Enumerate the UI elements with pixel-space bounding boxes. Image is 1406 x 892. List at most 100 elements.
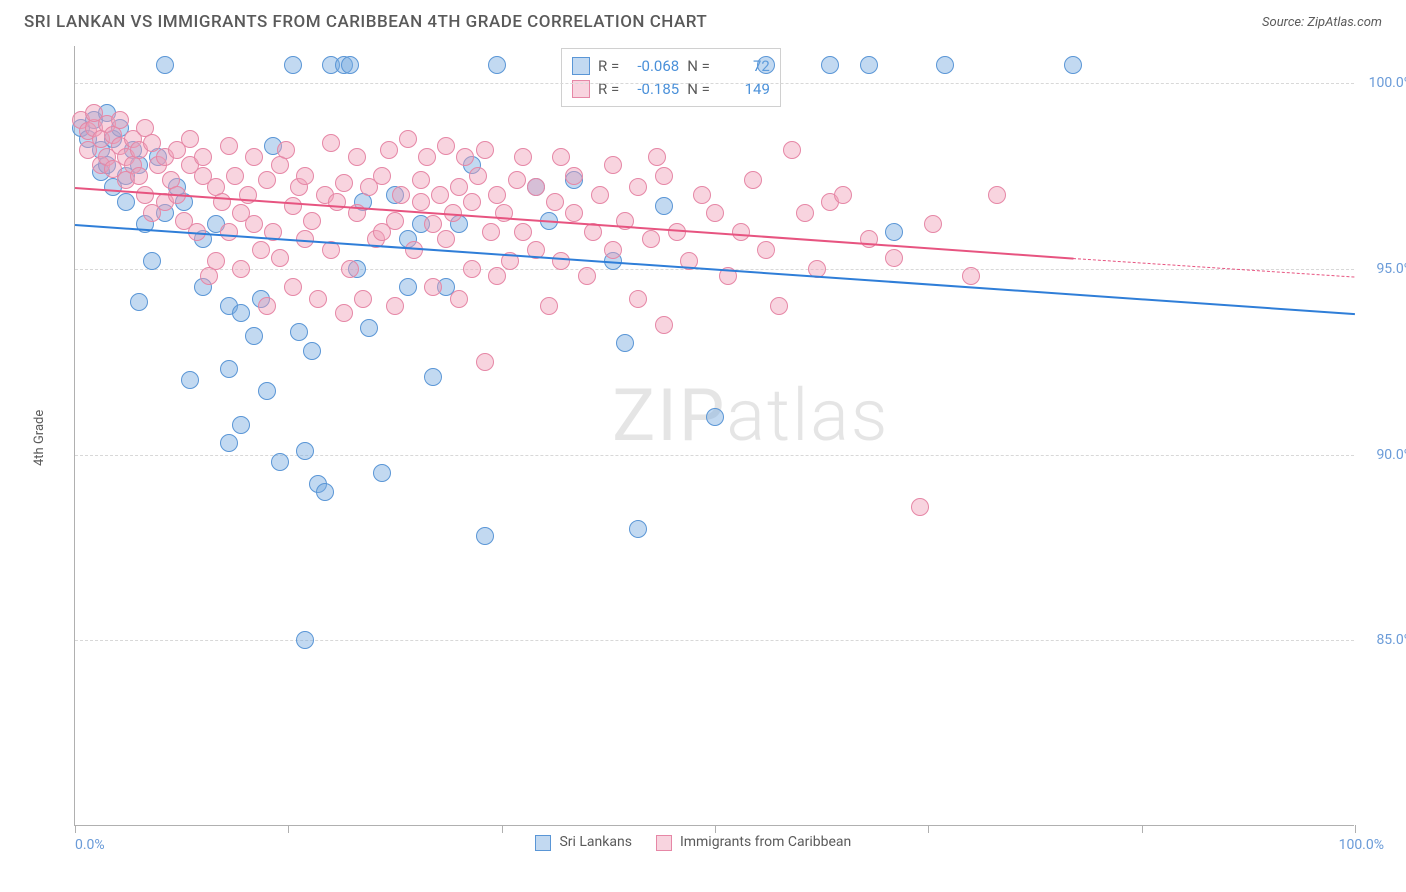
scatter-point (341, 260, 359, 278)
scatter-point (271, 453, 289, 471)
scatter-point (232, 304, 250, 322)
scatter-point (258, 297, 276, 315)
gridline (75, 640, 1354, 641)
source-label: Source: ZipAtlas.com (1262, 15, 1382, 30)
scatter-point (514, 148, 532, 166)
scatter-point (399, 278, 417, 296)
scatter-point (783, 141, 801, 159)
scatter-point (476, 353, 494, 371)
x-tick (1142, 825, 1143, 833)
scatter-point (450, 178, 468, 196)
scatter-point (258, 382, 276, 400)
scatter-point (962, 267, 980, 285)
scatter-point (648, 148, 666, 166)
scatter-point (424, 368, 442, 386)
stats-row: R = -0.185 N = 149 (572, 78, 770, 101)
scatter-point (757, 56, 775, 74)
scatter-point (386, 297, 404, 315)
scatter-point (885, 249, 903, 267)
scatter-point (284, 56, 302, 74)
scatter-point (437, 137, 455, 155)
scatter-point (136, 186, 154, 204)
scatter-point (527, 178, 545, 196)
scatter-point (380, 141, 398, 159)
scatter-point (220, 223, 238, 241)
scatter-point (418, 148, 436, 166)
scatter-point (424, 278, 442, 296)
scatter-point (328, 193, 346, 211)
stats-row: R =-0.068N =72 (572, 55, 770, 78)
scatter-point (655, 197, 673, 215)
scatter-point (796, 204, 814, 222)
scatter-point (514, 223, 532, 241)
scatter-point (181, 371, 199, 389)
scatter-point (629, 290, 647, 308)
scatter-point (629, 520, 647, 538)
scatter-point (309, 290, 327, 308)
legend-label: Immigrants from Caribbean (680, 832, 851, 853)
scatter-point (213, 193, 231, 211)
scatter-point (194, 148, 212, 166)
scatter-point (565, 167, 583, 185)
x-tick (288, 825, 289, 833)
y-tick-label: 95.0% (1376, 261, 1406, 277)
scatter-point (469, 167, 487, 185)
scatter-point (757, 241, 775, 259)
scatter-point (476, 527, 494, 545)
stats-r-label: R = (598, 78, 619, 101)
scatter-point (245, 215, 263, 233)
scatter-point (616, 334, 634, 352)
legend-item: Immigrants from Caribbean (656, 832, 851, 853)
scatter-point (143, 252, 161, 270)
scatter-point (303, 212, 321, 230)
scatter-point (335, 174, 353, 192)
stats-r-value: -0.185 (627, 78, 679, 101)
y-tick-label: 90.0% (1376, 447, 1406, 463)
x-tick (75, 825, 76, 833)
scatter-point (181, 130, 199, 148)
scatter-point (284, 197, 302, 215)
scatter-point (1064, 56, 1082, 74)
scatter-point (431, 186, 449, 204)
plot-area: ZIPatlas R =-0.068N =72R =-0.185N =149 S… (74, 46, 1354, 826)
scatter-point (546, 193, 564, 211)
scatter-point (130, 293, 148, 311)
legend-swatch (572, 57, 590, 75)
x-tick (928, 825, 929, 833)
y-tick-label: 100.0% (1369, 75, 1406, 91)
x-axis-min-label: 0.0% (75, 837, 105, 853)
scatter-point (488, 267, 506, 285)
scatter-point (296, 167, 314, 185)
scatter-point (642, 230, 660, 248)
scatter-point (604, 241, 622, 259)
scatter-point (335, 304, 353, 322)
scatter-point (508, 171, 526, 189)
scatter-point (303, 342, 321, 360)
scatter-point (245, 327, 263, 345)
scatter-point (924, 215, 942, 233)
legend-swatch (535, 835, 551, 851)
scatter-point (232, 416, 250, 434)
scatter-point (143, 134, 161, 152)
scatter-point (360, 319, 378, 337)
scatter-point (392, 186, 410, 204)
scatter-point (591, 186, 609, 204)
scatter-point (373, 464, 391, 482)
scatter-point (552, 148, 570, 166)
scatter-point (655, 167, 673, 185)
scatter-point (706, 204, 724, 222)
stats-n-value: 149 (718, 78, 770, 101)
scatter-point (232, 260, 250, 278)
scatter-point (271, 249, 289, 267)
scatter-point (220, 360, 238, 378)
stats-legend-box: R =-0.068N =72R = -0.185 N = 149 (561, 48, 781, 107)
scatter-point (744, 171, 762, 189)
scatter-point (860, 56, 878, 74)
scatter-point (476, 141, 494, 159)
stats-n-label: N = (687, 55, 710, 78)
trend-line-extrapolated (1073, 258, 1355, 278)
scatter-point (552, 252, 570, 270)
scatter-point (578, 267, 596, 285)
scatter-point (488, 56, 506, 74)
stats-n-label: N = (687, 78, 710, 101)
